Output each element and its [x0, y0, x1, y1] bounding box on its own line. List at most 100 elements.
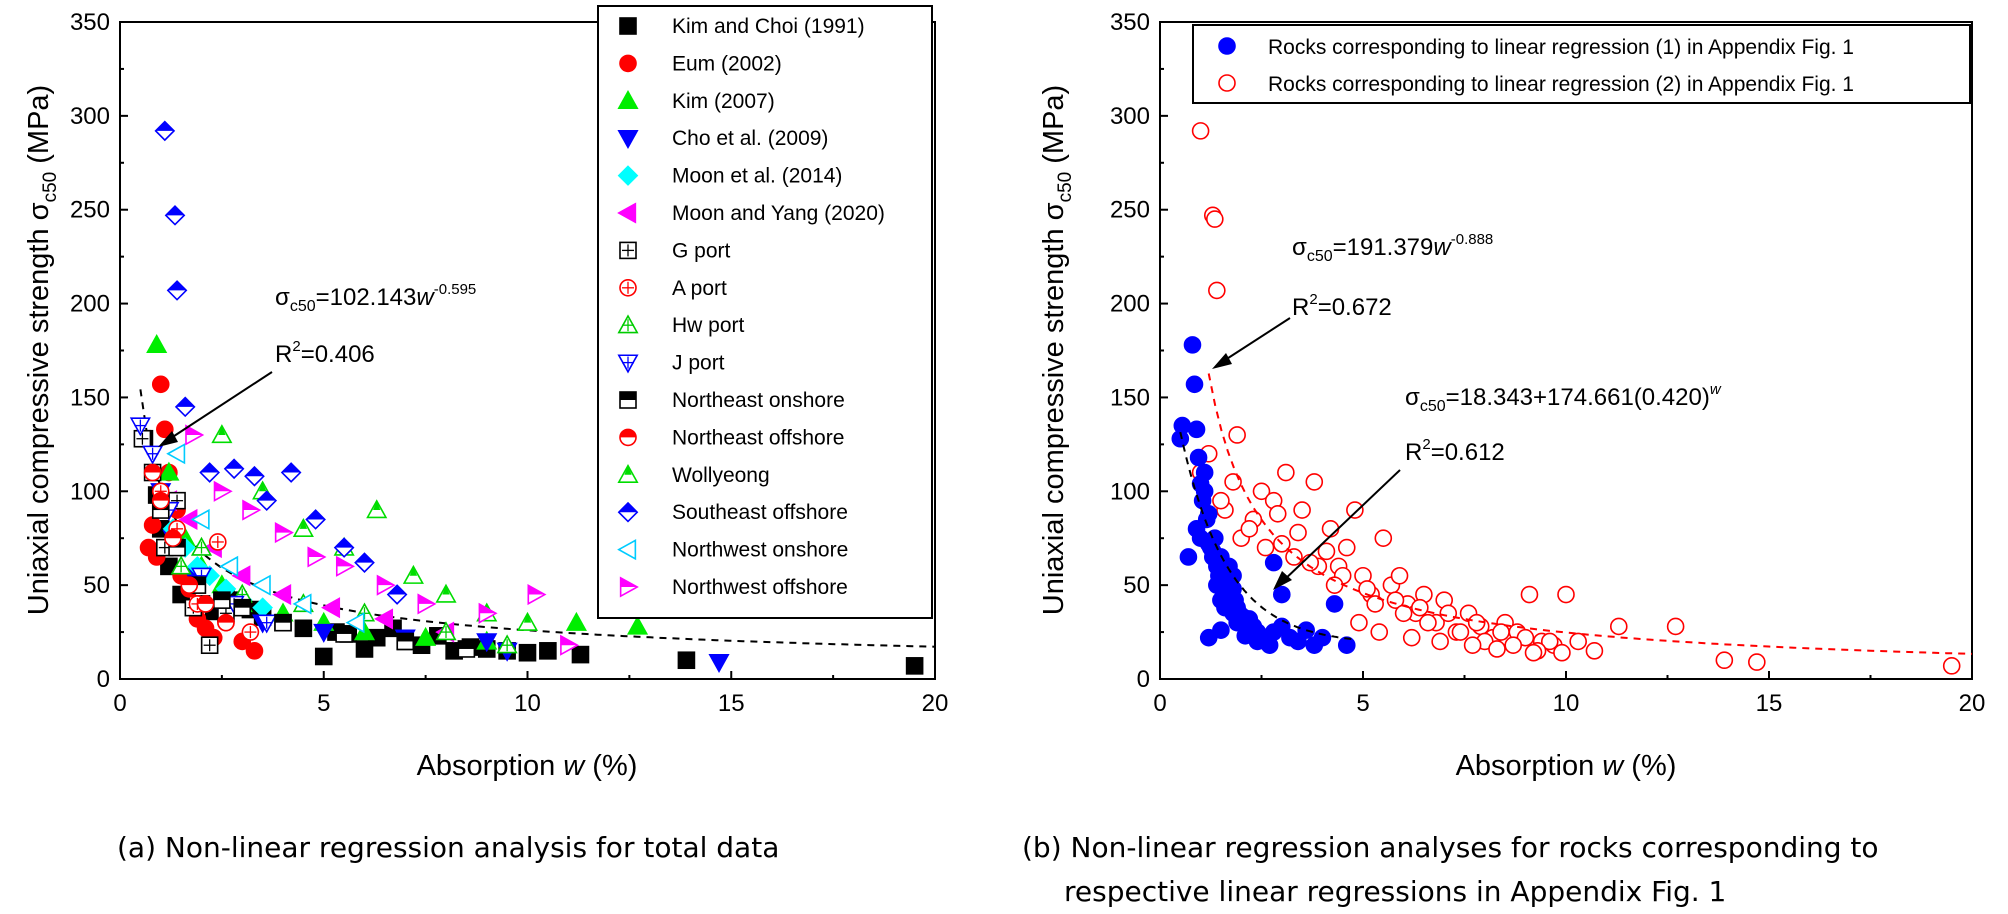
chart-b-point — [1524, 643, 1543, 662]
chart-a-point — [274, 613, 292, 632]
chart-a-legend-marker — [617, 165, 639, 186]
b-y-tick-label: 300 — [1110, 103, 1150, 130]
chart-a-point — [213, 591, 231, 609]
chart-b-point — [1208, 576, 1226, 594]
b-y-tick-label: 350 — [1110, 9, 1150, 36]
chart-b-point — [1358, 580, 1376, 598]
chart-b-point — [1240, 520, 1259, 538]
chart-a-point — [146, 334, 168, 354]
chart-b-legend-marker — [1218, 37, 1236, 55]
chart-a-point — [396, 632, 415, 651]
chart-a-point — [313, 623, 335, 643]
chart-b-point — [1313, 628, 1332, 647]
chart-a-legend-marker — [619, 278, 637, 297]
chart-b-caption-line-2: respective linear regressions in Appendi… — [1064, 875, 1727, 908]
chart-a-point — [905, 657, 924, 675]
chart-a-point — [143, 463, 162, 482]
chart-a-legend-label: Northeast onshore — [672, 389, 845, 412]
a-y-tick-label: 0 — [97, 666, 110, 693]
chart-b-point — [1463, 636, 1482, 655]
chart-b-point — [1504, 636, 1523, 655]
chart-a-point — [478, 602, 498, 624]
chart-a-legend-marker — [619, 576, 639, 598]
chart-a-annotation-arrow — [158, 371, 273, 447]
chart-b-point — [1540, 632, 1559, 651]
chart-b-annotation-arrow-1 — [1212, 317, 1291, 369]
chart-a-point — [251, 574, 271, 596]
chart-a-legend-label: Northwest offshore — [672, 576, 848, 599]
chart-b-point — [1585, 642, 1604, 660]
chart-b-point — [1208, 281, 1226, 300]
chart-b-regression-curve-1 — [1207, 373, 1972, 655]
a-x-tick-label: 20 — [922, 690, 949, 717]
chart-a-point — [166, 443, 186, 465]
chart-a-point — [677, 651, 696, 670]
chart-a-point — [200, 636, 219, 655]
chart-b-r-squared-2: R2=0.612 — [1405, 436, 1505, 466]
chart-a-point — [142, 445, 164, 465]
chart-b-point — [1256, 630, 1275, 649]
chart-b-point — [1187, 420, 1206, 439]
chart-a-x-axis-title: Absorption w (%) — [417, 750, 638, 782]
chart-b-point — [1394, 604, 1413, 623]
a-y-tick-label: 50 — [83, 572, 110, 599]
chart-a-point — [185, 424, 205, 446]
chart-b-point — [1199, 505, 1218, 523]
chart-b-point — [1232, 608, 1250, 626]
chart-b-point — [1252, 482, 1271, 501]
chart-a-legend-marker — [619, 241, 637, 260]
chart-a-point — [335, 625, 353, 643]
chart-b-point — [1370, 623, 1389, 641]
chart-a-point — [354, 552, 375, 573]
chart-b-x-axis-title: Absorption w (%) — [1456, 750, 1677, 782]
chart-b-point — [1553, 643, 1571, 662]
chart-a-point — [196, 595, 215, 613]
chart-b-point — [1374, 529, 1393, 548]
chart-a-legend-label: Moon and Yang (2020) — [672, 202, 885, 225]
chart-a-point — [374, 608, 394, 630]
chart-a-point — [241, 623, 260, 641]
chart-b-legend: Rocks corresponding to linear regression… — [1192, 24, 1971, 104]
chart-a-point — [476, 633, 498, 653]
chart-a-point — [496, 634, 518, 654]
a-y-tick-label: 350 — [70, 9, 110, 36]
chart-a-point — [516, 611, 539, 631]
b-x-tick-label: 5 — [1356, 690, 1369, 717]
chart-b-equation-1: σc50=191.379w-0.888 — [1292, 231, 1493, 265]
chart-a-point — [158, 461, 180, 481]
chart-a-legend-label: Kim (2007) — [672, 90, 775, 113]
chart-a-point — [164, 205, 186, 226]
chart-a-point — [527, 583, 547, 606]
chart-b-r-squared-1: R2=0.672 — [1292, 291, 1392, 321]
chart-a-y-axis-title: Uniaxial compressive strength σc50 (MPa) — [23, 85, 61, 615]
chart-b-point — [1206, 210, 1224, 228]
chart-a-point — [539, 642, 557, 660]
chart-a-regression-curve — [139, 389, 935, 648]
chart-a-point — [129, 417, 151, 437]
chart-a-legend-label: Wollyeong — [672, 464, 770, 487]
chart-b-point — [1337, 538, 1356, 557]
b-y-tick-label: 150 — [1110, 384, 1150, 411]
chart-a-legend-marker — [617, 354, 639, 374]
chart-a-legend-frame — [597, 5, 933, 619]
chart-a-point — [708, 653, 730, 673]
chart-b-point — [1715, 651, 1734, 670]
chart-a-legend-label: A port — [672, 277, 727, 300]
b-y-tick-label: 50 — [1123, 572, 1150, 599]
chart-a-point — [386, 584, 408, 605]
chart-a-point — [170, 555, 192, 575]
chart-a-point — [223, 458, 245, 480]
a-y-tick-label: 100 — [70, 478, 110, 505]
chart-b-legend-frame — [1192, 24, 1971, 104]
chart-a-point — [209, 533, 227, 551]
a-x-tick-label: 10 — [514, 690, 541, 717]
chart-a-point — [366, 499, 388, 519]
chart-a-point — [321, 597, 341, 619]
chart-a-point — [345, 612, 365, 634]
chart-b-points — [1171, 122, 1961, 675]
chart-b-point — [1289, 523, 1307, 542]
chart-a-point — [402, 564, 424, 584]
chart-a-legend-marker — [617, 539, 637, 561]
a-x-tick-label: 15 — [718, 690, 745, 717]
chart-a-point — [219, 555, 239, 577]
